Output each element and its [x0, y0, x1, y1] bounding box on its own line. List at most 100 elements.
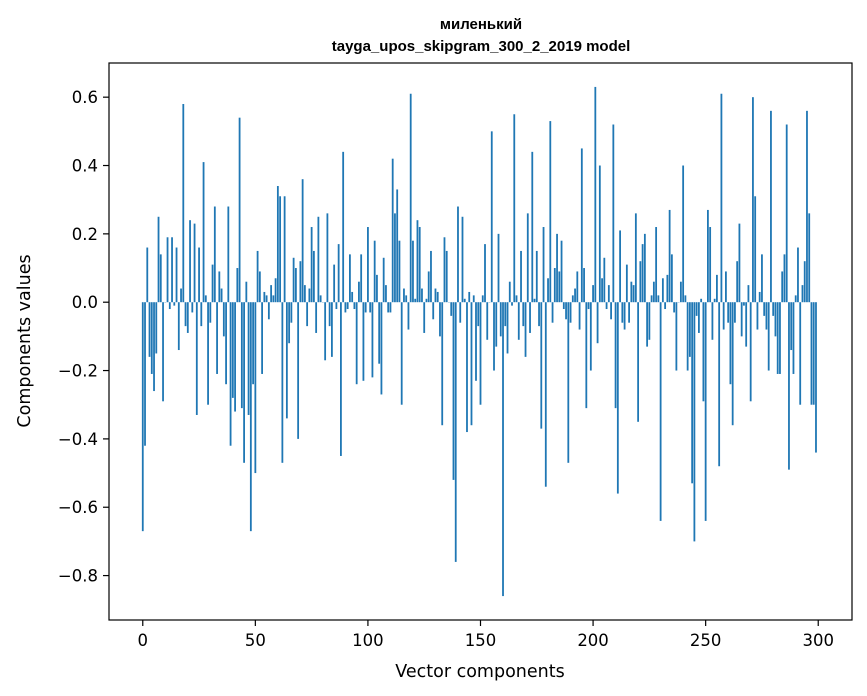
- bar: [731, 302, 734, 426]
- bar: [598, 165, 601, 303]
- bar: [457, 206, 459, 303]
- bar: [634, 213, 637, 303]
- bar: [641, 244, 644, 303]
- chart-title: миленький: [440, 16, 522, 33]
- bar: [398, 240, 401, 303]
- bar: [351, 291, 354, 303]
- bar: [380, 302, 383, 395]
- bar: [749, 302, 752, 402]
- bar: [711, 302, 714, 340]
- bar: [592, 285, 594, 303]
- bar: [508, 281, 511, 303]
- bar: [616, 302, 619, 494]
- bar: [171, 237, 173, 303]
- bar: [529, 302, 531, 333]
- bar: [288, 302, 291, 344]
- bar: [279, 196, 282, 303]
- bar: [661, 278, 664, 303]
- bar: [195, 302, 198, 415]
- bar: [412, 240, 414, 303]
- bar: [326, 213, 329, 303]
- bar: [331, 302, 333, 357]
- x-tick-label: 100: [352, 631, 384, 650]
- bar: [220, 288, 223, 303]
- bar: [198, 247, 200, 303]
- bar: [148, 302, 151, 357]
- bar: [461, 216, 464, 303]
- bar: [621, 302, 624, 323]
- bar: [740, 302, 743, 337]
- bar: [803, 261, 806, 303]
- bar: [258, 271, 261, 303]
- bar: [340, 302, 342, 456]
- bar: [765, 302, 768, 330]
- bar: [716, 274, 718, 303]
- bar: [349, 254, 351, 303]
- bar: [396, 189, 399, 303]
- bar: [752, 97, 754, 303]
- bar: [589, 302, 592, 371]
- bar: [200, 302, 203, 327]
- bar: [799, 302, 802, 405]
- x-tick-label: 50: [245, 631, 266, 650]
- bar: [439, 302, 441, 337]
- bar: [806, 110, 808, 303]
- bar: [522, 302, 525, 327]
- bar: [571, 295, 574, 303]
- bar: [700, 298, 703, 303]
- bar: [344, 302, 347, 313]
- bar: [319, 295, 322, 303]
- bar: [567, 302, 570, 463]
- bar: [605, 302, 608, 310]
- bar: [234, 302, 236, 412]
- bar: [150, 302, 153, 374]
- bar: [445, 250, 448, 303]
- bar: [144, 302, 146, 446]
- bar: [650, 295, 653, 303]
- bar: [673, 302, 676, 313]
- bar: [815, 302, 817, 453]
- bar: [725, 271, 727, 303]
- bar: [452, 302, 455, 480]
- bar: [204, 295, 207, 303]
- bar: [648, 302, 651, 340]
- bar: [794, 295, 797, 303]
- bar: [682, 165, 685, 303]
- bar: [238, 117, 241, 303]
- bar: [252, 302, 254, 385]
- bar: [479, 302, 482, 405]
- bar: [180, 288, 182, 303]
- bar: [263, 291, 266, 303]
- bar: [225, 302, 227, 385]
- bar: [779, 302, 781, 374]
- bar: [317, 216, 320, 303]
- bar: [409, 93, 412, 303]
- bar: [801, 285, 804, 303]
- bar: [211, 264, 214, 303]
- bar: [596, 302, 599, 344]
- bar: [389, 302, 392, 313]
- bar: [229, 302, 232, 446]
- y-tick-label: 0.4: [72, 157, 98, 176]
- bar: [549, 121, 552, 303]
- bar: [763, 302, 766, 316]
- bar: [153, 302, 155, 392]
- bar: [146, 247, 149, 303]
- bar: [218, 271, 221, 303]
- y-axis-label: Components values: [15, 254, 35, 427]
- bar: [515, 295, 518, 303]
- bar: [207, 302, 209, 405]
- bar: [526, 213, 529, 303]
- bar: [664, 302, 667, 310]
- bar: [788, 302, 790, 470]
- bar: [490, 131, 493, 303]
- bar: [186, 302, 189, 333]
- bar: [758, 291, 761, 303]
- bar: [231, 302, 234, 398]
- bar: [407, 302, 410, 330]
- x-tick-label: 200: [577, 631, 609, 650]
- bar: [285, 302, 288, 419]
- bar: [222, 302, 225, 337]
- bar: [466, 302, 468, 433]
- bar: [637, 302, 640, 422]
